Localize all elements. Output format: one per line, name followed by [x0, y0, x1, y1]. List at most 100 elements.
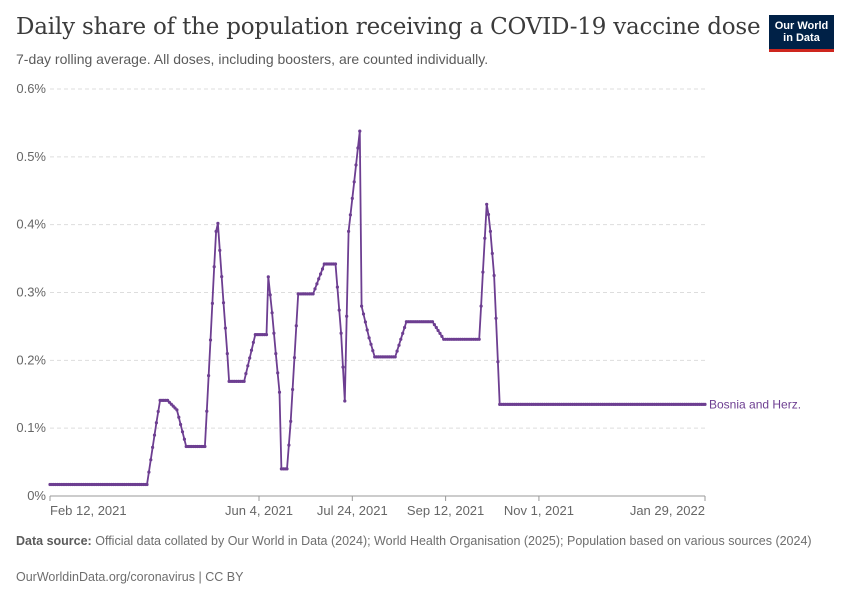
data-point — [488, 229, 492, 233]
data-point — [294, 324, 298, 328]
data-point — [343, 399, 347, 403]
data-point — [177, 415, 181, 419]
x-axis: Feb 12, 2021 Jun 4, 2021 Jul 24, 2021 Sep 1… — [49, 495, 706, 518]
data-point — [354, 163, 358, 167]
data-point — [371, 349, 375, 353]
data-point — [274, 352, 278, 356]
data-point — [339, 331, 343, 335]
data-point — [223, 326, 227, 330]
data-point — [430, 320, 435, 324]
chart-subtitle: 7-day rolling average. All doses, includ… — [16, 51, 489, 67]
x-tick-label: Jul 24, 2021 — [317, 503, 388, 518]
data-point — [317, 277, 321, 281]
data-point — [315, 282, 319, 286]
data-point — [399, 337, 403, 341]
x-tick-label: Feb 12, 2021 — [50, 503, 127, 518]
source-label: Data source: — [16, 534, 92, 548]
series-line — [50, 130, 705, 486]
logo-line-1: Our World — [774, 20, 829, 32]
data-point — [291, 387, 295, 392]
data-point — [244, 372, 248, 376]
data-point — [333, 262, 338, 266]
data-point — [270, 311, 274, 315]
data-point — [276, 371, 280, 375]
data-point — [485, 202, 489, 206]
grid-lines — [50, 88, 705, 429]
y-tick-label: 0.3% — [16, 285, 46, 300]
chart-title: Daily share of the population receiving … — [16, 14, 761, 40]
data-point — [403, 325, 407, 330]
x-tick-label: Nov 1, 2021 — [504, 503, 574, 518]
data-point — [348, 213, 352, 217]
data-point — [337, 308, 341, 312]
data-point — [154, 421, 158, 425]
data-point — [345, 314, 349, 318]
data-point — [363, 320, 367, 324]
data-point — [246, 364, 250, 368]
data-point — [494, 316, 498, 320]
data-point — [249, 348, 254, 352]
data-point — [397, 343, 401, 347]
data-point — [350, 196, 354, 200]
data-point — [208, 338, 213, 342]
y-tick-label: 0.2% — [16, 352, 46, 367]
x-tick-label: Jan 29, 2022 — [630, 503, 705, 518]
data-point — [149, 458, 153, 462]
y-tick-label: 0.4% — [16, 217, 46, 232]
data-point — [210, 301, 214, 305]
data-point — [221, 301, 226, 305]
data-point — [220, 275, 224, 279]
data-point — [292, 356, 297, 360]
data-point — [483, 236, 487, 240]
data-point — [356, 146, 360, 150]
data-point — [268, 293, 272, 297]
data-point — [285, 467, 289, 471]
data-point — [311, 292, 315, 296]
data-point — [360, 304, 364, 308]
y-tick-label: 0.5% — [16, 149, 46, 164]
y-tick-label: 0.6% — [16, 81, 46, 96]
data-point — [490, 251, 494, 256]
logo-line-2: in Data — [783, 32, 820, 44]
data-point — [496, 360, 500, 364]
data-point — [432, 323, 436, 327]
data-point — [341, 365, 345, 369]
data-point — [289, 419, 293, 423]
data-point — [216, 221, 220, 225]
data-point — [272, 331, 276, 335]
data-point — [207, 374, 211, 378]
data-point — [319, 272, 323, 276]
source-text: Official data collated by Our World in D… — [95, 534, 812, 548]
data-point — [352, 180, 356, 184]
data-point — [365, 328, 369, 332]
data-point — [242, 379, 246, 383]
x-tick-label: Jun 4, 2021 — [225, 503, 293, 518]
data-point — [214, 229, 218, 233]
data-point — [277, 390, 282, 394]
data-point — [434, 325, 438, 330]
data-point — [225, 352, 229, 356]
data-point — [335, 285, 339, 289]
data-point — [436, 328, 440, 333]
data-point — [156, 409, 160, 414]
data-point — [287, 443, 291, 447]
data-point — [179, 422, 183, 427]
data-point — [205, 409, 209, 413]
data-point — [266, 275, 270, 279]
data-point — [367, 336, 371, 340]
data-point — [486, 212, 491, 217]
y-tick-label: 0.1% — [16, 420, 46, 435]
data-point — [401, 331, 405, 335]
data-point — [218, 248, 222, 252]
data-point — [395, 349, 399, 353]
data-point — [180, 430, 185, 434]
owid-logo[interactable]: Our World in Data — [769, 15, 834, 52]
data-point — [147, 470, 151, 474]
data-point — [492, 273, 496, 278]
footer-link[interactable]: OurWorldinData.org/coronavirus | CC BY — [16, 570, 244, 584]
data-point — [182, 437, 186, 441]
data-point — [151, 445, 155, 449]
data-point — [703, 402, 707, 406]
data-point — [479, 304, 483, 308]
data-point — [313, 287, 317, 291]
